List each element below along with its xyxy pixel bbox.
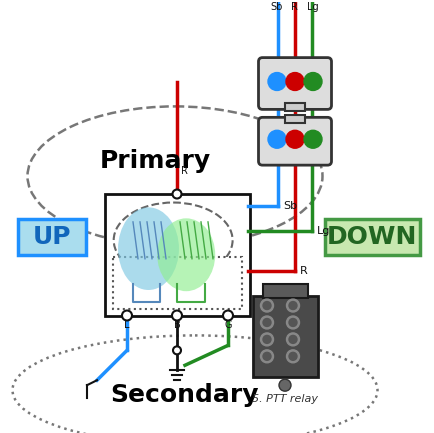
Circle shape (286, 333, 299, 346)
Text: B: B (174, 320, 181, 330)
Circle shape (263, 352, 271, 360)
Bar (285, 115, 305, 123)
Circle shape (286, 73, 304, 90)
Bar (105, 194, 250, 316)
Text: Lg: Lg (317, 226, 330, 236)
Circle shape (172, 190, 181, 198)
Circle shape (260, 333, 273, 346)
Text: G: G (224, 320, 232, 330)
FancyBboxPatch shape (18, 219, 86, 255)
Circle shape (223, 310, 233, 320)
Circle shape (286, 350, 299, 363)
Bar (113, 257, 242, 310)
Circle shape (260, 299, 273, 312)
Text: L: L (124, 320, 130, 330)
Bar (285, 103, 305, 111)
Circle shape (279, 379, 291, 391)
Circle shape (263, 301, 271, 310)
Ellipse shape (157, 218, 215, 291)
Circle shape (289, 352, 297, 360)
Circle shape (260, 316, 273, 329)
Text: R: R (300, 266, 308, 276)
Circle shape (304, 73, 322, 90)
Circle shape (286, 130, 304, 148)
Circle shape (289, 336, 297, 343)
Bar (253, 296, 318, 377)
Text: R: R (290, 2, 297, 12)
Circle shape (172, 310, 182, 320)
Ellipse shape (114, 203, 233, 278)
Circle shape (289, 301, 297, 310)
Text: Primary: Primary (99, 149, 210, 173)
Circle shape (263, 319, 271, 326)
FancyBboxPatch shape (325, 219, 420, 255)
Text: Lg: Lg (307, 2, 319, 12)
Text: 5. PTT relay: 5. PTT relay (253, 394, 319, 404)
Text: Sb: Sb (271, 2, 283, 12)
Text: UP: UP (33, 225, 71, 249)
Bar (263, 284, 308, 297)
Circle shape (286, 316, 299, 329)
FancyBboxPatch shape (259, 58, 332, 110)
Text: Sb: Sb (283, 201, 297, 211)
Circle shape (173, 346, 181, 354)
FancyBboxPatch shape (259, 117, 332, 165)
Text: Secondary: Secondary (111, 383, 259, 407)
Circle shape (268, 73, 286, 90)
Circle shape (304, 130, 322, 148)
Circle shape (263, 336, 271, 343)
Circle shape (289, 319, 297, 326)
Circle shape (268, 130, 286, 148)
Text: DOWN: DOWN (327, 225, 417, 249)
Circle shape (122, 310, 132, 320)
Text: R: R (181, 166, 188, 176)
Circle shape (260, 350, 273, 363)
Circle shape (286, 299, 299, 312)
Ellipse shape (118, 207, 179, 290)
